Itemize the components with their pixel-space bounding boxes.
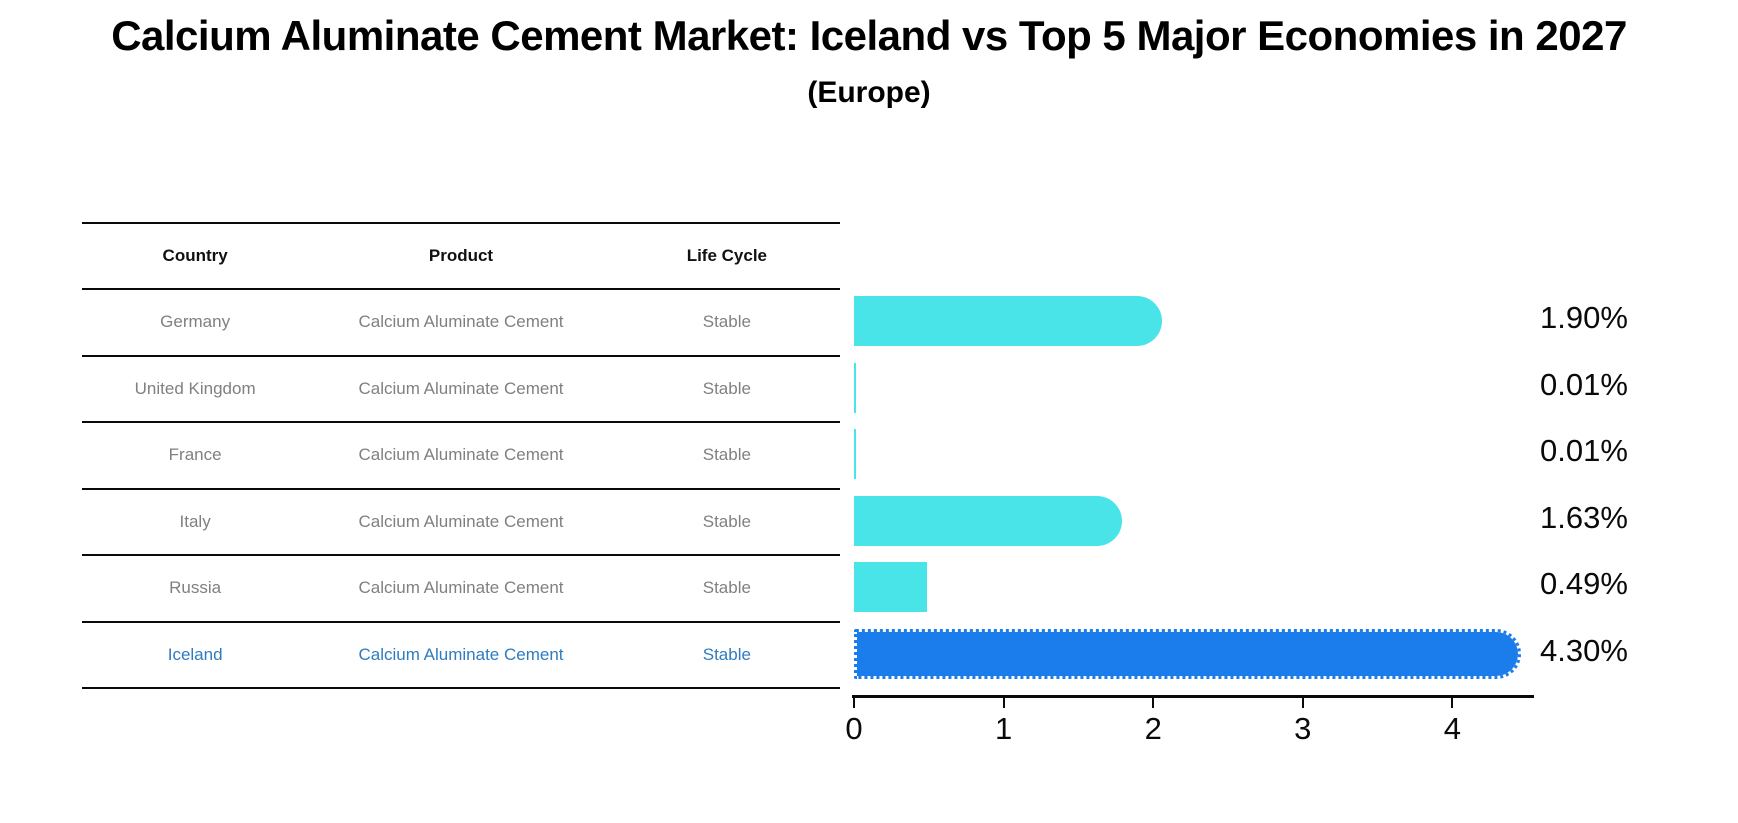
x-axis-tick: [1301, 698, 1304, 708]
x-axis-tick: [853, 698, 855, 708]
value-label: 4.30%: [1540, 632, 1628, 668]
bar-germany: [854, 296, 1162, 347]
table-header-row: Country Product Life Cycle: [82, 224, 840, 290]
value-label: 0.01%: [1540, 366, 1628, 402]
cell-life-cycle: Stable: [702, 511, 751, 531]
cell-country: Russia: [169, 578, 222, 598]
cell-product: Calcium Aluminate Cement: [358, 511, 564, 531]
table-row: Italy Calcium Aluminate Cement Stable: [82, 490, 840, 556]
bar-iceland: [854, 628, 1521, 679]
cell-life-cycle: Stable: [702, 312, 751, 332]
x-axis-tick-label: 3: [1294, 711, 1312, 746]
cell-product: Calcium Aluminate Cement: [358, 578, 564, 598]
table-row: Russia Calcium Aluminate Cement Stable: [82, 556, 840, 623]
cell-product: Calcium Aluminate Cement: [358, 312, 564, 332]
bar-italy: [854, 495, 1122, 546]
cell-life-cycle: Stable: [702, 378, 751, 398]
value-label: 0.01%: [1540, 433, 1628, 469]
x-axis-tick: [1152, 698, 1155, 708]
table-body: Germany Calcium Aluminate Cement Stable Uni…: [82, 290, 840, 689]
bar-united-kingdom: [854, 362, 856, 413]
x-axis-tick-label: 4: [1443, 711, 1462, 746]
x-axis-tick-label: 1: [994, 711, 1013, 746]
cell-country: Germany: [160, 312, 231, 332]
cell-country: France: [168, 445, 222, 465]
x-axis-tick-label: 0: [845, 711, 863, 746]
cell-product: Calcium Aluminate Cement: [358, 644, 564, 664]
value-label: 1.90%: [1540, 300, 1628, 336]
bar-russia: [854, 562, 927, 613]
table-row: United Kingdom Calcium Aluminate Cement St…: [82, 357, 840, 423]
cell-country: Iceland: [167, 644, 223, 664]
cell-life-cycle: Stable: [702, 445, 751, 465]
cell-country: United Kingdom: [134, 378, 256, 398]
x-axis-line: [852, 695, 1534, 698]
x-axis-tick-label: 2: [1144, 711, 1162, 746]
cell-product: Calcium Aluminate Cement: [358, 378, 564, 398]
table-header-country: Country: [162, 246, 228, 265]
page-title: Calcium Aluminate Cement Market: Iceland…: [111, 12, 1627, 59]
cell-country: Italy: [179, 511, 211, 531]
value-label: 1.63%: [1540, 499, 1628, 535]
x-axis-tick: [1002, 698, 1005, 708]
table-row: Germany Calcium Aluminate Cement Stable: [82, 290, 840, 357]
table-row: Iceland Calcium Aluminate Cement Stable: [82, 623, 840, 689]
cell-product: Calcium Aluminate Cement: [358, 445, 564, 465]
value-label: 0.49%: [1540, 566, 1628, 602]
x-axis-tick: [1451, 698, 1454, 708]
cell-life-cycle: Stable: [702, 644, 751, 664]
page-subtitle: (Europe): [807, 76, 931, 109]
table-header-product: Product: [428, 246, 494, 265]
bar-france: [854, 429, 856, 480]
cell-life-cycle: Stable: [702, 578, 751, 598]
table-header-life-cycle: Life Cycle: [686, 246, 768, 265]
comparison-table: Country Product Life Cycle Germany Calciu…: [82, 222, 840, 689]
table-row: France Calcium Aluminate Cement Stable: [82, 423, 840, 490]
